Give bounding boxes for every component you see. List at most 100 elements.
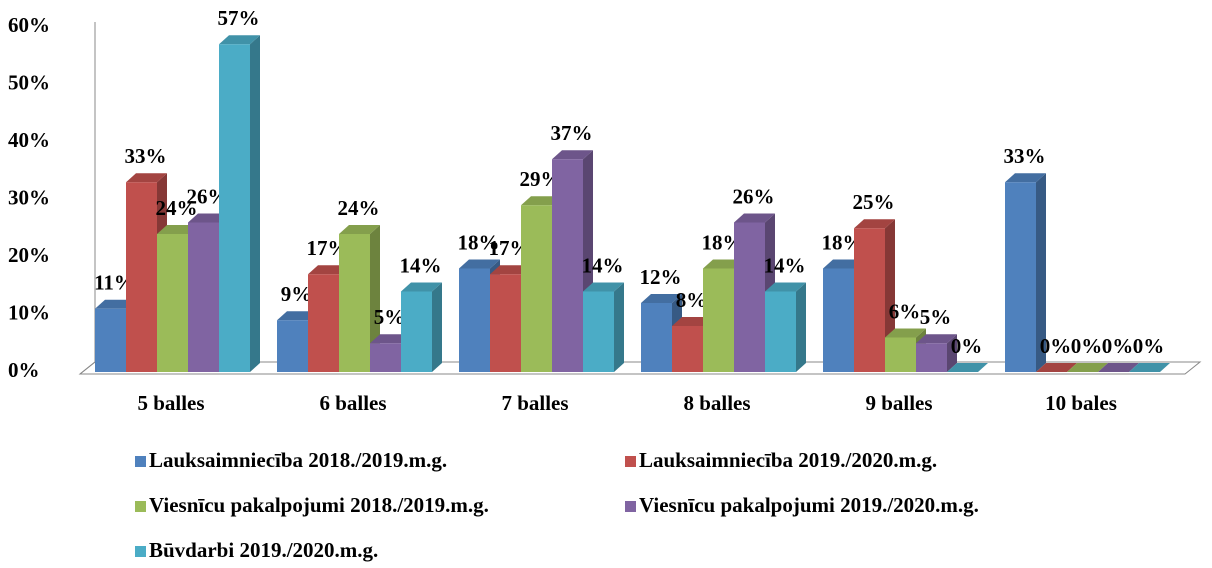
bar-side	[614, 282, 624, 372]
y-tick-label: 10%	[8, 300, 50, 324]
data-label: 25%	[853, 190, 895, 214]
bar-top	[219, 35, 260, 45]
x-tick-label: 7 balles	[501, 391, 568, 415]
data-label: 12%	[640, 265, 682, 289]
bar-front	[459, 268, 490, 372]
bar-top	[1005, 173, 1046, 183]
legend-label: Lauksaimniecība 2018./2019.m.g.	[149, 448, 447, 472]
legend-swatch	[625, 501, 636, 512]
legend-label: Viesnīcu pakalpojumi 2018./2019.m.g.	[149, 493, 489, 517]
bar-front	[885, 337, 916, 372]
bar	[583, 282, 624, 372]
bar-front	[916, 343, 947, 372]
bar	[339, 225, 380, 372]
bar-side	[947, 334, 957, 372]
data-label: 0%	[1071, 334, 1103, 358]
bar-front	[370, 343, 401, 372]
data-label: 33%	[1004, 144, 1046, 168]
bar-top	[1098, 363, 1139, 372]
bar-top	[459, 259, 500, 269]
bar-front	[219, 44, 250, 372]
bar	[219, 35, 260, 372]
bar-front	[672, 326, 703, 372]
bar-top	[1036, 363, 1077, 372]
y-tick-label: 60%	[8, 13, 50, 37]
bar-top	[157, 225, 198, 234]
bar-side	[796, 282, 806, 372]
data-label: 37%	[551, 121, 593, 145]
data-label: 0%	[1133, 334, 1165, 358]
bar-front	[277, 320, 308, 372]
data-label: 24%	[338, 196, 380, 220]
bar-top	[641, 294, 682, 303]
bar	[947, 363, 988, 372]
bar-side	[1036, 173, 1046, 372]
bar-front	[188, 222, 219, 372]
y-tick-label: 0%	[8, 358, 40, 382]
bar-top	[672, 317, 713, 326]
bar-top	[126, 173, 167, 183]
bar-front	[308, 274, 339, 372]
y-tick-label: 40%	[8, 128, 50, 152]
data-label: 0%	[1102, 334, 1134, 358]
bar-front	[157, 234, 188, 372]
bar	[459, 259, 500, 372]
bar-top	[1067, 363, 1108, 372]
legend-swatch	[135, 456, 146, 467]
bar	[1098, 363, 1139, 372]
y-tick-label: 20%	[8, 243, 50, 267]
data-label: 14%	[764, 253, 806, 277]
x-tick-label: 6 balles	[319, 391, 386, 415]
bar	[765, 282, 806, 372]
bar-front	[641, 303, 672, 372]
bar-front	[126, 182, 157, 372]
bar-top	[1129, 363, 1170, 372]
bar-top	[277, 311, 318, 321]
legend-label: Lauksaimniecība 2019./2020.m.g.	[639, 448, 937, 472]
bar	[672, 317, 713, 372]
legend-swatch	[625, 456, 636, 467]
x-tick-label: 8 balles	[683, 391, 750, 415]
bar	[1005, 173, 1046, 372]
bar-front	[703, 268, 734, 372]
data-label: 24%	[156, 196, 198, 220]
data-label: 0%	[951, 334, 983, 358]
data-label: 18%	[458, 230, 500, 254]
bar-front	[95, 308, 126, 372]
legend-label: Viesnīcu pakalpojumi 2019./2020.m.g.	[639, 493, 979, 517]
bar-side	[432, 282, 442, 372]
y-tick-label: 50%	[8, 70, 50, 94]
bar-top	[765, 282, 806, 292]
bar-front	[1005, 182, 1036, 372]
bar-front	[552, 159, 583, 372]
bar	[1036, 363, 1077, 372]
data-label: 14%	[582, 253, 624, 277]
bar-side	[250, 35, 260, 372]
bar-top	[95, 299, 136, 309]
data-label: 14%	[400, 253, 442, 277]
x-tick-label: 5 balles	[137, 391, 204, 415]
bar-top	[916, 334, 957, 344]
bar-top	[188, 213, 229, 223]
x-tick-label: 9 balles	[865, 391, 932, 415]
bar-front	[490, 274, 521, 372]
bar-top	[552, 150, 593, 160]
data-label: 5%	[920, 305, 952, 329]
bar-top	[370, 334, 411, 344]
bar-front	[583, 291, 614, 372]
y-tick-label: 30%	[8, 185, 50, 209]
bar	[1129, 363, 1170, 372]
bar-top	[885, 328, 926, 338]
bar-top	[823, 259, 864, 269]
bar-top	[490, 265, 531, 275]
data-label: 8%	[676, 288, 708, 312]
bar-side	[370, 225, 380, 372]
data-label: 6%	[889, 299, 921, 323]
data-label: 57%	[218, 6, 260, 30]
bar-front	[521, 205, 552, 372]
legend-swatch	[135, 546, 146, 557]
bar-front	[339, 234, 370, 372]
bar-top	[947, 363, 988, 372]
bar-top	[854, 219, 895, 229]
